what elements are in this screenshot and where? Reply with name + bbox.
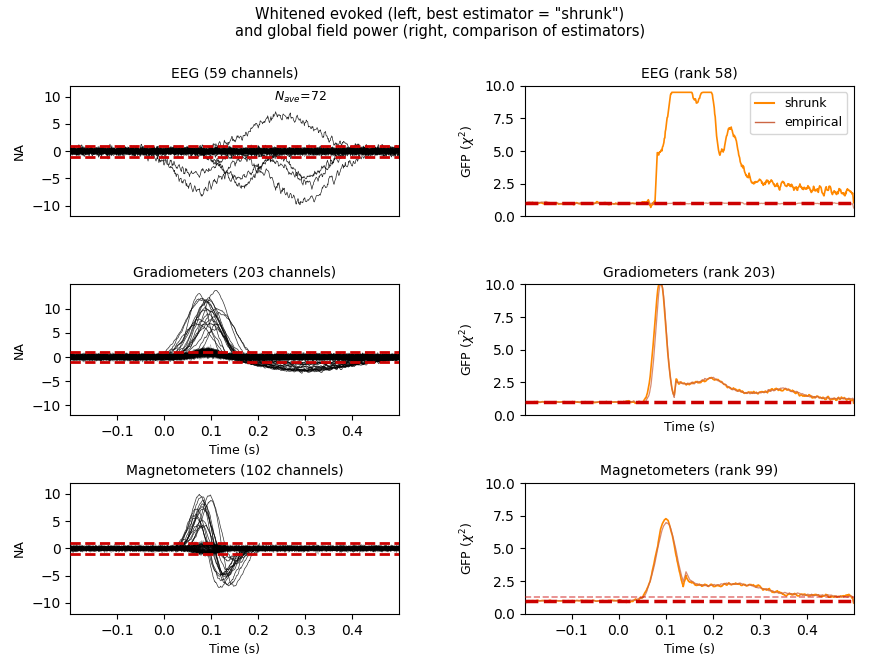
Y-axis label: NA: NA <box>13 539 26 558</box>
shrunk <box>519 205 530 213</box>
shrunk <box>736 160 746 168</box>
empirical <box>848 204 859 212</box>
X-axis label: Time (s): Time (s) <box>664 420 715 434</box>
empirical <box>817 199 827 207</box>
Text: Whitened evoked (left, best estimator = "shrunk")
and global field power (right,: Whitened evoked (left, best estimator = … <box>235 7 645 39</box>
shrunk <box>817 186 827 194</box>
Title: EEG (rank 58): EEG (rank 58) <box>641 67 737 81</box>
empirical <box>600 199 611 207</box>
Y-axis label: GFP ($\chi^2$): GFP ($\chi^2$) <box>458 323 479 376</box>
Y-axis label: GFP ($\chi^2$): GFP ($\chi^2$) <box>458 125 479 178</box>
shrunk <box>600 199 611 207</box>
empirical <box>736 199 746 207</box>
Title: EEG (59 channels): EEG (59 channels) <box>172 67 298 81</box>
empirical <box>540 197 551 205</box>
shrunk <box>666 88 677 96</box>
empirical <box>776 199 787 207</box>
Y-axis label: NA: NA <box>13 142 26 160</box>
Legend: shrunk, empirical: shrunk, empirical <box>751 92 847 134</box>
Title: Gradiometers (rank 203): Gradiometers (rank 203) <box>603 265 775 279</box>
X-axis label: Time (s): Time (s) <box>209 444 260 457</box>
Title: Gradiometers (203 channels): Gradiometers (203 channels) <box>134 265 336 279</box>
X-axis label: Time (s): Time (s) <box>209 643 260 656</box>
shrunk <box>623 199 634 207</box>
Line: empirical: empirical <box>524 201 854 210</box>
Line: shrunk: shrunk <box>524 92 854 209</box>
empirical <box>519 206 530 214</box>
Title: Magnetometers (rank 99): Magnetometers (rank 99) <box>600 464 778 478</box>
X-axis label: Time (s): Time (s) <box>664 643 715 656</box>
Y-axis label: GFP ($\chi^2$): GFP ($\chi^2$) <box>458 522 479 575</box>
Y-axis label: NA: NA <box>13 341 26 359</box>
shrunk <box>848 199 859 207</box>
Text: $N_{ave}$=72: $N_{ave}$=72 <box>275 90 327 105</box>
Title: Magnetometers (102 channels): Magnetometers (102 channels) <box>126 464 344 478</box>
shrunk <box>612 200 622 208</box>
empirical <box>612 200 623 208</box>
shrunk <box>776 180 787 188</box>
empirical <box>624 199 634 207</box>
